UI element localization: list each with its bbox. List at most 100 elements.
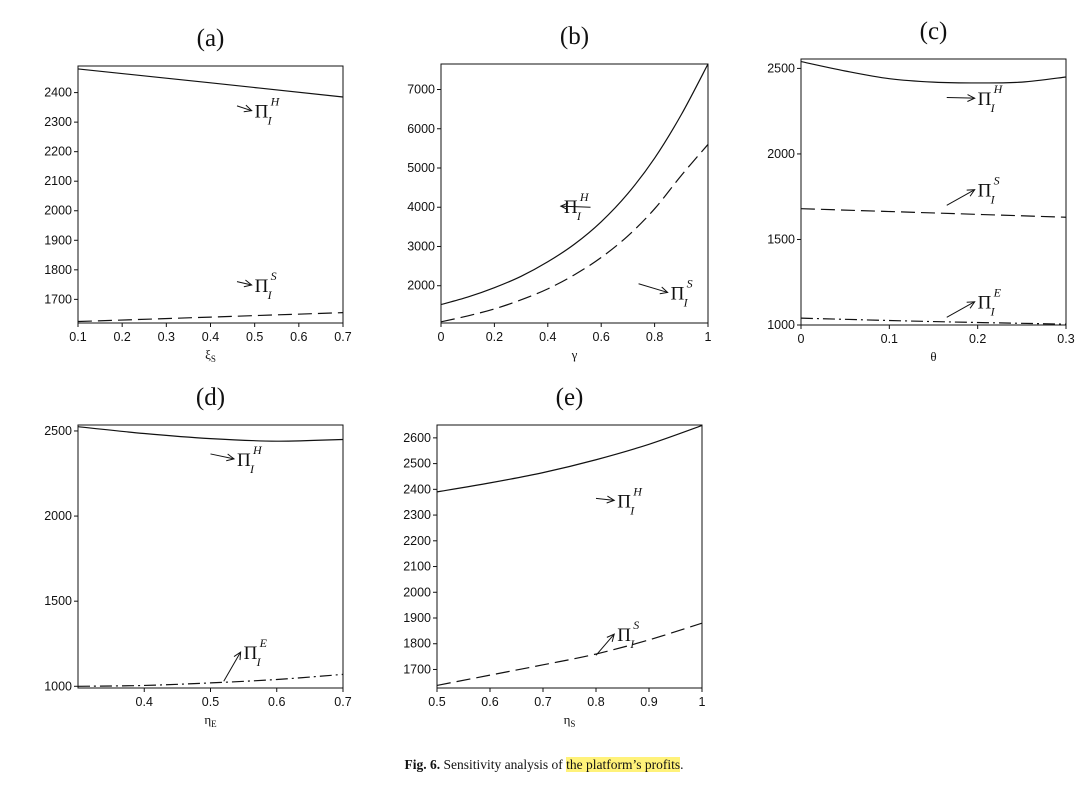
series-line	[78, 68, 343, 98]
panel-label: (b)	[560, 23, 589, 50]
x-tick-label: 0.6	[268, 695, 285, 709]
annotation-arrow-shaft	[236, 105, 252, 112]
y-tick-label: 1800	[44, 263, 72, 277]
annotation-subscript: I	[576, 209, 582, 223]
caption-end: .	[680, 757, 684, 772]
figure-canvas: (a) 0.1 0.2 0.3 0.4 0.5 0.6 0.7 1700 1800 1900 2000…	[44, 18, 1075, 729]
annotation-arrow-head	[966, 189, 976, 197]
annotation-symbol: Π	[978, 181, 992, 202]
annotation-subscript: I	[267, 288, 273, 302]
y-tick-label: 1800	[403, 637, 431, 651]
series-annotation: Π SI	[236, 269, 277, 302]
x-tick-label: 0.5	[428, 695, 445, 709]
annotation-subscript: I	[267, 114, 273, 128]
plot-frame	[436, 424, 703, 689]
x-axis-label-subscript: S	[211, 354, 216, 364]
x-tick-label: 0.6	[481, 695, 498, 709]
x-tick-label: 0.6	[290, 330, 307, 344]
y-tick-label: 2100	[44, 174, 72, 188]
series-line	[801, 208, 1066, 218]
annotation-symbol: Π	[564, 197, 578, 218]
x-tick-label: 0.7	[334, 695, 351, 709]
panel-label: (a)	[197, 25, 225, 52]
plot-frame	[77, 424, 344, 689]
x-tick-label: 0.5	[202, 695, 219, 709]
x-axis-label: ηE	[204, 712, 217, 729]
y-tick-label: 2300	[44, 115, 72, 129]
y-tick-label: 3000	[407, 239, 435, 253]
y-tick-label: 2500	[44, 424, 72, 438]
annotation-arrow-head	[559, 202, 569, 211]
annotation-symbol: Π	[617, 491, 631, 512]
annotation-symbol: Π	[244, 643, 258, 664]
x-tick-label: 0.2	[113, 330, 130, 344]
y-tick-label: 2600	[403, 431, 431, 445]
annotation-subscript: I	[256, 655, 262, 669]
annotation-arrow-shaft	[223, 651, 242, 682]
annotation-subscript: I	[683, 295, 689, 309]
series-line	[78, 426, 343, 442]
x-tick-label: 0.8	[646, 330, 663, 344]
plot-frame	[800, 58, 1067, 326]
y-tick-label: 1900	[44, 233, 72, 247]
annotation-superscript: H	[252, 443, 263, 457]
x-tick-label: 1	[699, 695, 706, 709]
caption-text: Sensitivity analysis of	[443, 757, 563, 772]
panel-label: (c)	[920, 18, 948, 45]
y-tick-label: 7000	[407, 83, 435, 97]
x-axis-label: ξS	[205, 347, 216, 364]
x-tick-label: 0.1	[69, 330, 86, 344]
y-tick-label: 5000	[407, 161, 435, 175]
annotation-superscript: E	[259, 636, 268, 650]
series-annotation: Π SI	[638, 276, 693, 309]
y-tick-label: 1900	[403, 611, 431, 625]
annotation-arrow-head	[226, 453, 236, 462]
series-line	[78, 312, 343, 323]
y-tick-label: 2000	[44, 204, 72, 218]
y-tick-label: 1700	[403, 662, 431, 676]
series-annotation: Π HI	[210, 443, 263, 476]
annotation-superscript: S	[271, 269, 277, 283]
annotation-arrow-head	[243, 104, 253, 113]
series-annotation: Π EI	[223, 636, 268, 682]
annotation-subscript: I	[990, 305, 996, 319]
y-tick-label: 2200	[44, 145, 72, 159]
y-tick-label: 2400	[403, 482, 431, 496]
y-tick-label: 1000	[44, 679, 72, 693]
panel-label: (e)	[556, 384, 584, 411]
annotation-symbol: Π	[255, 102, 269, 123]
y-tick-label: 2300	[403, 508, 431, 522]
y-tick-label: 2000	[403, 585, 431, 599]
series-annotation: Π HI	[236, 95, 281, 128]
annotation-arrow-head	[243, 279, 253, 288]
chart-panel: (e) 0.5 0.6 0.7 0.8 0.9 1 1700 1800 1900 2000 2100 2…	[403, 384, 705, 729]
x-tick-label: 0.2	[486, 330, 503, 344]
x-axis-label: ηS	[564, 712, 576, 729]
x-tick-label: 0.7	[334, 330, 351, 344]
x-tick-label: 1	[705, 330, 712, 344]
series-line	[441, 64, 708, 306]
y-tick-label: 2500	[767, 61, 795, 75]
series-annotation: Π HI	[559, 190, 591, 223]
annotation-superscript: H	[632, 484, 643, 498]
x-tick-label: 0.5	[246, 330, 263, 344]
caption-highlight: the platform’s profits	[566, 757, 681, 772]
annotation-symbol: Π	[978, 89, 992, 110]
y-tick-label: 4000	[407, 200, 435, 214]
x-tick-label: 0.4	[136, 695, 153, 709]
series-annotation: Π HI	[595, 484, 643, 517]
annotation-subscript: I	[249, 462, 255, 476]
annotation-arrow-head	[606, 633, 615, 643]
y-tick-label: 2000	[44, 509, 72, 523]
series-line	[441, 144, 708, 323]
y-tick-label: 1500	[767, 232, 795, 246]
series-line	[801, 60, 1066, 84]
annotation-arrow-head	[967, 94, 976, 102]
annotation-superscript: S	[633, 618, 639, 632]
y-tick-label: 2100	[403, 560, 431, 574]
annotation-superscript: H	[270, 95, 281, 109]
plot-frame	[440, 63, 709, 324]
y-tick-label: 6000	[407, 122, 435, 136]
series-line	[78, 673, 343, 687]
annotation-subscript: I	[990, 101, 996, 115]
